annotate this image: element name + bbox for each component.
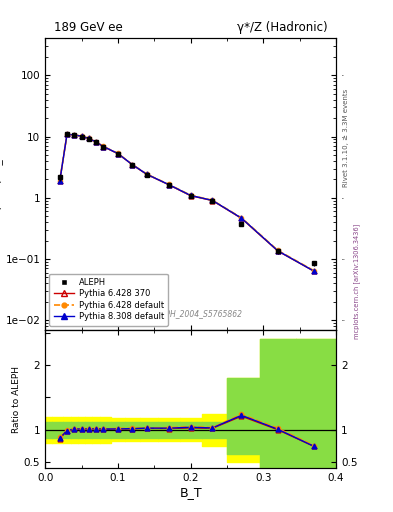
Legend: ALEPH, Pythia 6.428 370, Pythia 6.428 default, Pythia 8.308 default: ALEPH, Pythia 6.428 370, Pythia 6.428 de… <box>50 274 168 326</box>
Text: 189 GeV ee: 189 GeV ee <box>54 21 123 34</box>
Text: mcplots.cern.ch [arXiv:1306.3436]: mcplots.cern.ch [arXiv:1306.3436] <box>354 224 360 339</box>
Y-axis label: 1/σ dσ/dB_T: 1/σ dσ/dB_T <box>0 153 3 215</box>
Text: Rivet 3.1.10, ≥ 3.3M events: Rivet 3.1.10, ≥ 3.3M events <box>343 89 349 187</box>
X-axis label: B_T: B_T <box>179 486 202 499</box>
Text: γ*/Z (Hadronic): γ*/Z (Hadronic) <box>237 21 327 34</box>
Text: ALEPH_2004_S5765862: ALEPH_2004_S5765862 <box>151 309 242 318</box>
Y-axis label: Ratio to ALEPH: Ratio to ALEPH <box>12 366 21 433</box>
